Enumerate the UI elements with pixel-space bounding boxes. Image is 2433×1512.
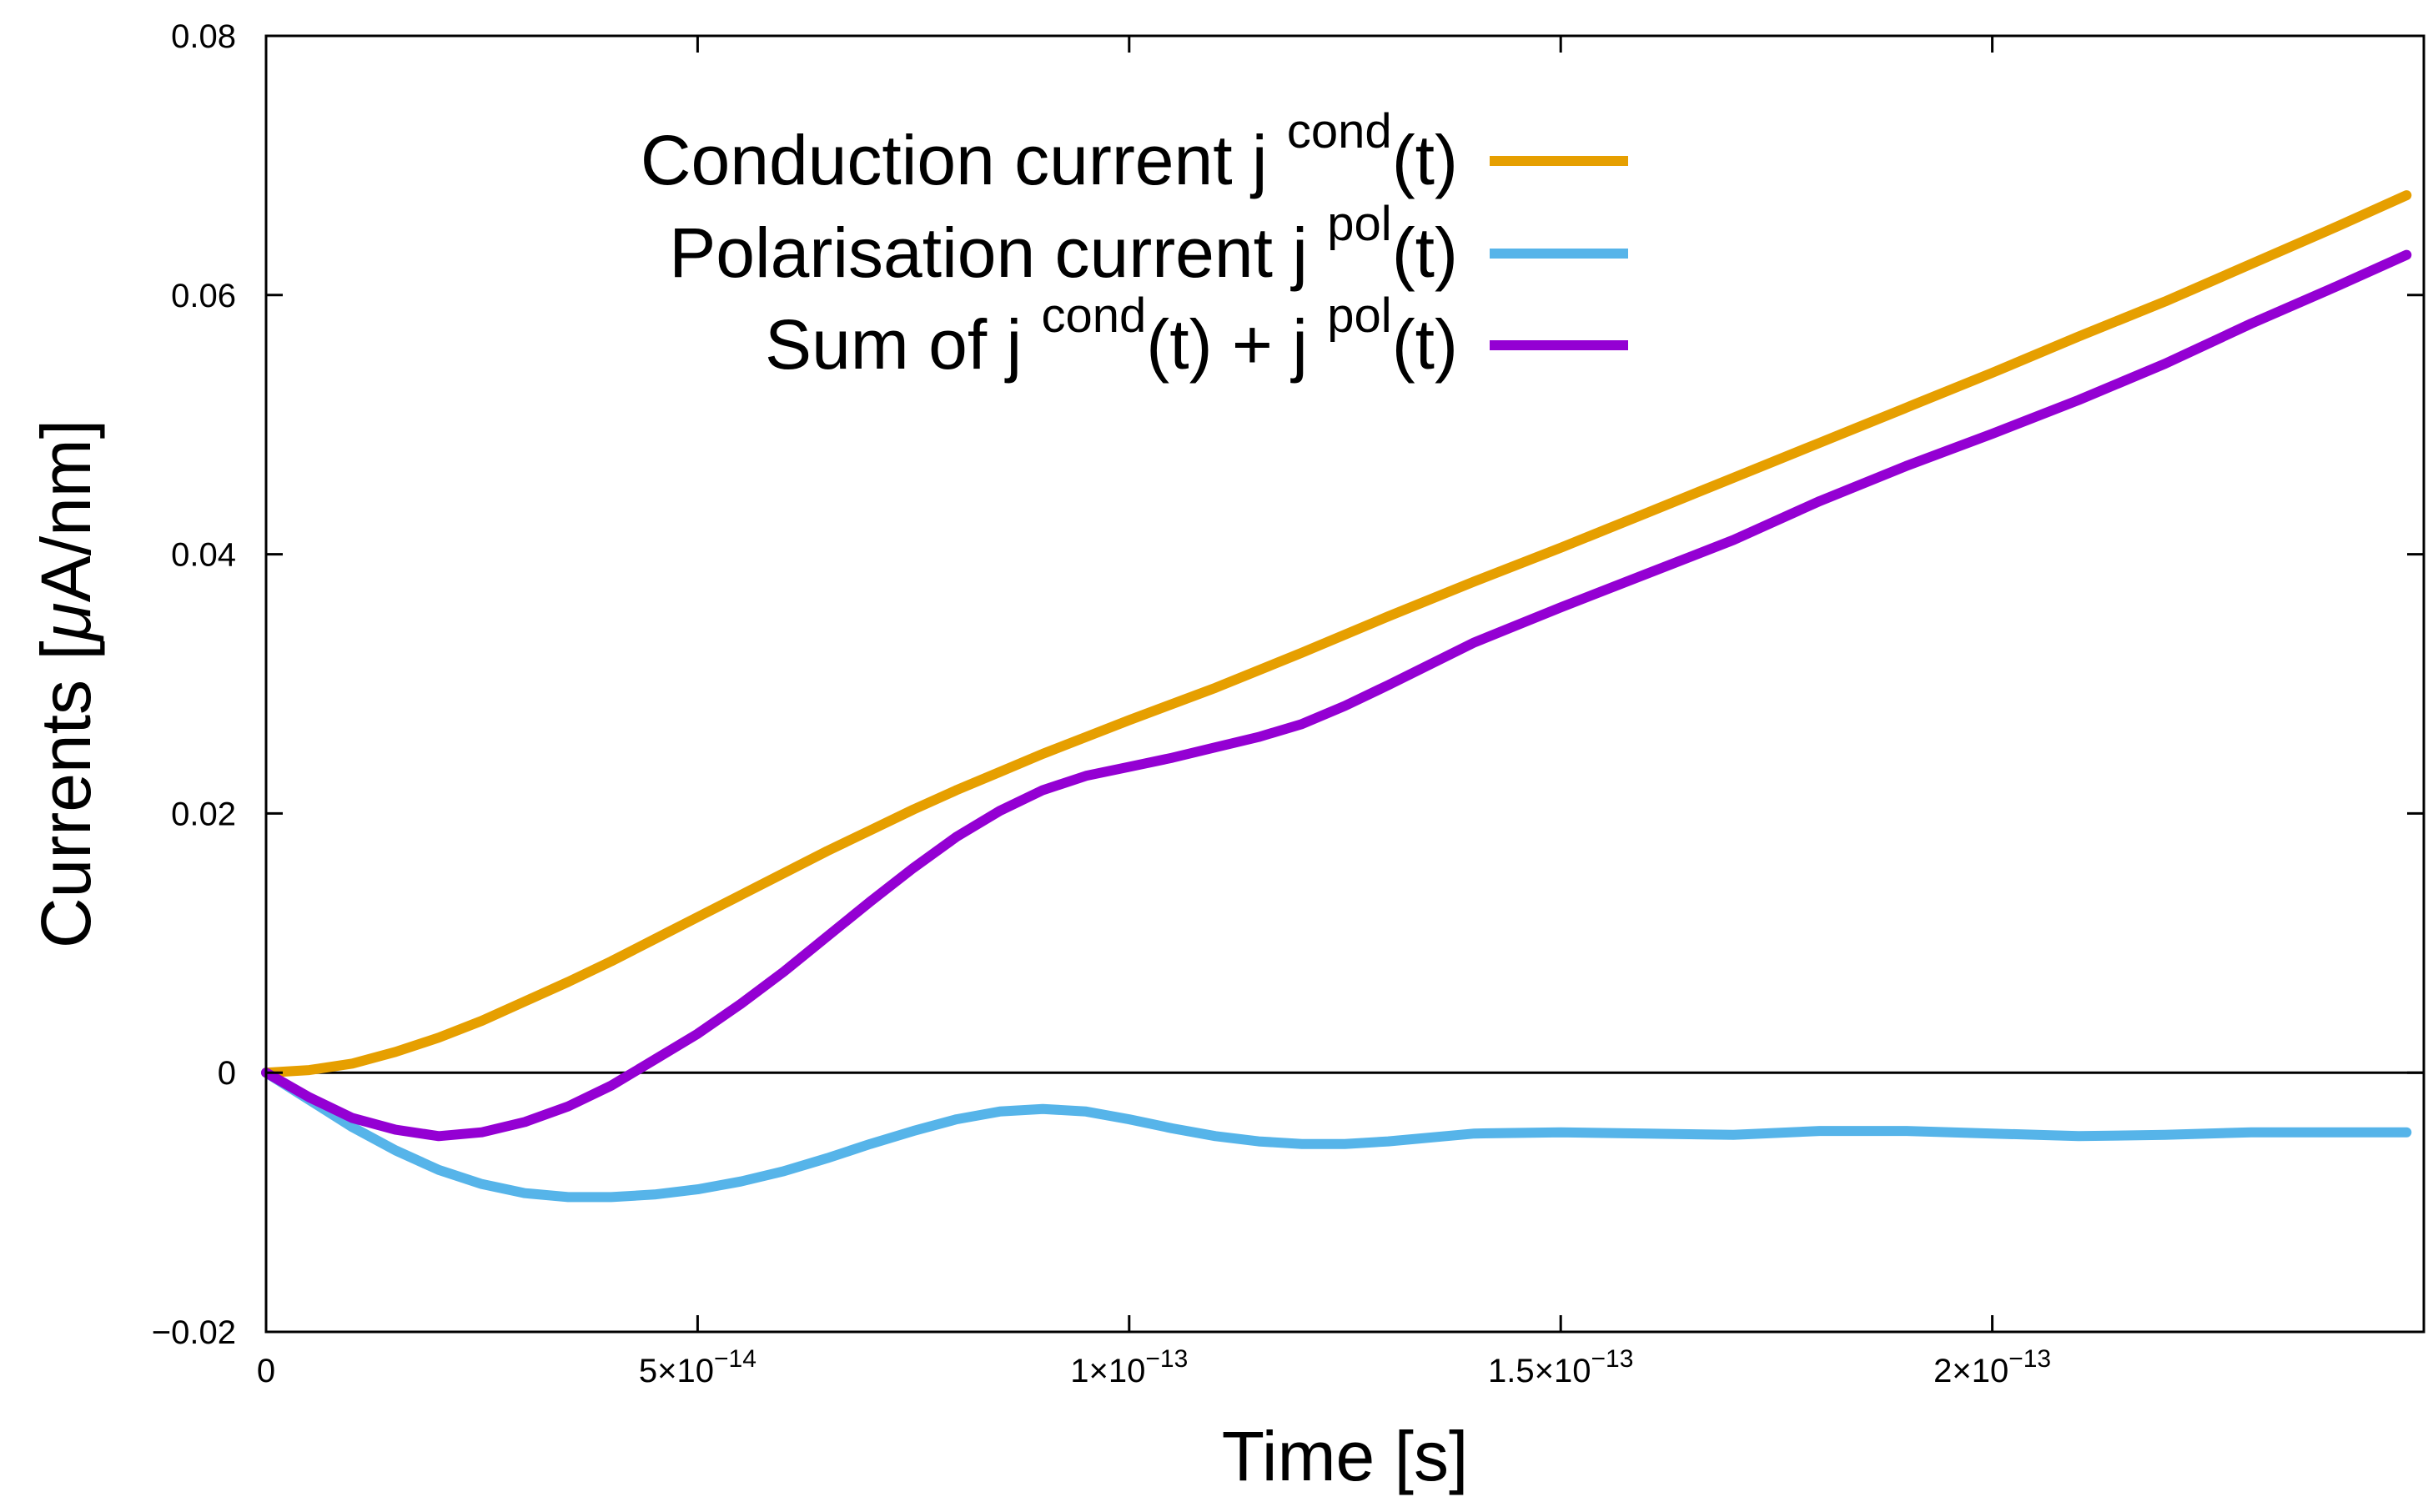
legend-superscript: pol — [1327, 197, 1391, 251]
y-axis-title: Currents [μA/nm] — [27, 419, 105, 948]
legend-text-part: (t) — [1392, 213, 1458, 292]
x-tick-mantissa: 1×10 — [1070, 1353, 1145, 1389]
legend-superscript: pol — [1327, 289, 1391, 343]
x-tick-mantissa: 2×10 — [1933, 1353, 2008, 1389]
series-line-1 — [261, 190, 2412, 1078]
x-tick-exponent: −13 — [1145, 1345, 1188, 1373]
x-tick-label: 0 — [257, 1353, 275, 1389]
y-axis-title-mu: μ — [27, 602, 105, 642]
y-tick-label: 0 — [218, 1055, 236, 1092]
series-line-3 — [261, 249, 2412, 1142]
legend-entry-1-label: Conduction current j cond(t) — [641, 104, 1458, 199]
series-layer — [261, 190, 2412, 1203]
plot-frame — [264, 34, 2425, 1334]
legend-text-part: (t) + j — [1146, 305, 1327, 384]
legend-superscript: cond — [1287, 104, 1392, 158]
legend: Conduction current j cond(t)Polarisation… — [641, 104, 1628, 384]
x-tick-mantissa: 1.5×10 — [1488, 1353, 1591, 1389]
x-axis-title: Time [s] — [1222, 1417, 1469, 1495]
y-tick-label: 0.04 — [171, 537, 236, 574]
y-tick-label: −0.02 — [152, 1314, 236, 1351]
y-axis-title-prefix: Currents [ — [27, 640, 105, 948]
legend-text-part: (t) — [1392, 305, 1458, 384]
tick-layer — [264, 34, 2424, 1334]
legend-text-part: (t) — [1392, 121, 1458, 199]
x-tick-label: 2×10−13 — [1933, 1345, 2051, 1389]
y-tick-label: 0.06 — [171, 278, 236, 314]
x-tick-exponent: −13 — [1591, 1345, 1633, 1373]
x-tick-label: 1.5×10−13 — [1488, 1345, 1633, 1389]
x-tick-label: 1×10−13 — [1070, 1345, 1188, 1389]
legend-text-part: Conduction current j — [641, 121, 1287, 199]
x-tick-exponent: −13 — [2008, 1345, 2051, 1373]
legend-superscript: cond — [1042, 289, 1147, 343]
x-tick-mantissa: 5×10 — [639, 1353, 714, 1389]
y-axis-title-suffix: A/nm] — [27, 419, 105, 602]
series-line-2 — [261, 1067, 2412, 1203]
legend-text-part: Sum of j — [765, 305, 1041, 384]
y-tick-label: 0.02 — [171, 796, 236, 832]
legend-entry-3-label: Sum of j cond(t) + j pol(t) — [765, 289, 1458, 384]
x-tick-exponent: −14 — [714, 1345, 757, 1373]
x-tick-label: 5×10−14 — [639, 1345, 757, 1389]
y-tick-label: 0.08 — [171, 18, 236, 55]
legend-text-part: Polarisation current j — [669, 213, 1327, 292]
x-tick-mantissa: 0 — [257, 1353, 275, 1389]
legend-entry-2-label: Polarisation current j pol(t) — [669, 197, 1458, 292]
